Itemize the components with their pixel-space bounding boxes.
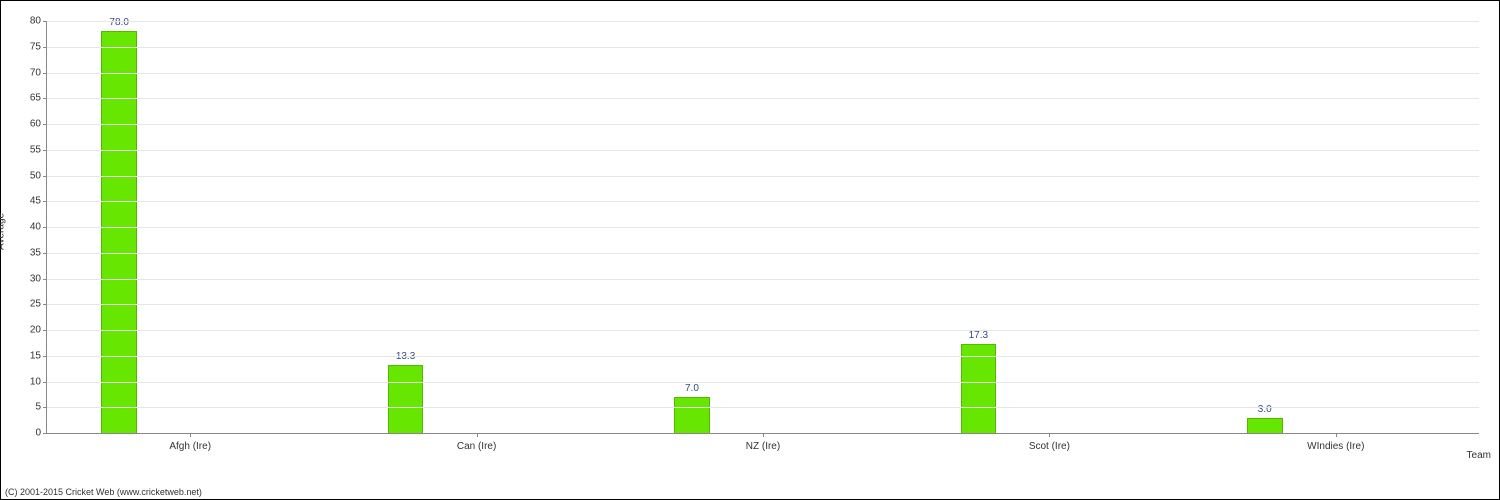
- y-tick-label: 0: [35, 428, 47, 439]
- bar: 17.3: [961, 344, 997, 433]
- gridline: [47, 279, 1479, 280]
- bar: 7.0: [674, 397, 710, 433]
- bar-value-label: 17.3: [969, 330, 988, 345]
- gridline: [47, 227, 1479, 228]
- y-tick-label: 50: [30, 170, 47, 181]
- y-tick-label: 70: [30, 67, 47, 78]
- y-tick-label: 40: [30, 222, 47, 233]
- bar: 13.3: [388, 365, 424, 433]
- y-tick-label: 45: [30, 196, 47, 207]
- gridline: [47, 176, 1479, 177]
- copyright-footer: (C) 2001-2015 Cricket Web (www.cricketwe…: [5, 487, 202, 497]
- gridline: [47, 407, 1479, 408]
- gridline: [47, 47, 1479, 48]
- x-tick-label: Afgh (Ire): [169, 433, 211, 452]
- gridline: [47, 73, 1479, 74]
- gridline: [47, 98, 1479, 99]
- y-tick-label: 65: [30, 93, 47, 104]
- y-tick-label: 75: [30, 41, 47, 52]
- plot-area: 78.0Afgh (Ire)13.3Can (Ire)7.0NZ (Ire)17…: [46, 21, 1479, 434]
- gridline: [47, 21, 1479, 22]
- gridline: [47, 124, 1479, 125]
- bar-value-label: 7.0: [685, 383, 699, 398]
- x-tick-label: NZ (Ire): [746, 433, 780, 452]
- gridline: [47, 330, 1479, 331]
- y-tick-label: 5: [35, 402, 47, 413]
- y-tick-label: 35: [30, 247, 47, 258]
- bar: 3.0: [1247, 418, 1283, 433]
- y-tick-label: 30: [30, 273, 47, 284]
- y-tick-label: 55: [30, 144, 47, 155]
- gridline: [47, 150, 1479, 151]
- bar-value-label: 3.0: [1258, 404, 1272, 419]
- x-axis-label: Team: [1467, 450, 1491, 461]
- y-tick-label: 25: [30, 299, 47, 310]
- y-tick-label: 80: [30, 16, 47, 27]
- bar-value-label: 78.0: [109, 17, 128, 32]
- y-tick-label: 20: [30, 325, 47, 336]
- x-tick-label: WIndies (Ire): [1307, 433, 1364, 452]
- y-axis-label: Average: [0, 213, 7, 250]
- x-tick-label: Can (Ire): [457, 433, 496, 452]
- chart-container: 78.0 Afgh (Ire) 13.3 Can (Ire) 7.0 NZ (Ire) 17…: [0, 0, 1500, 500]
- bar: 78.0: [101, 31, 137, 433]
- gridline: [47, 304, 1479, 305]
- gridline: [47, 253, 1479, 254]
- gridline: [47, 382, 1479, 383]
- gridline: [47, 356, 1479, 357]
- y-tick-label: 15: [30, 350, 47, 361]
- x-tick-label: Scot (Ire): [1029, 433, 1070, 452]
- y-tick-label: 60: [30, 119, 47, 130]
- bar-value-label: 13.3: [396, 351, 415, 366]
- y-tick-label: 10: [30, 376, 47, 387]
- gridline: [47, 201, 1479, 202]
